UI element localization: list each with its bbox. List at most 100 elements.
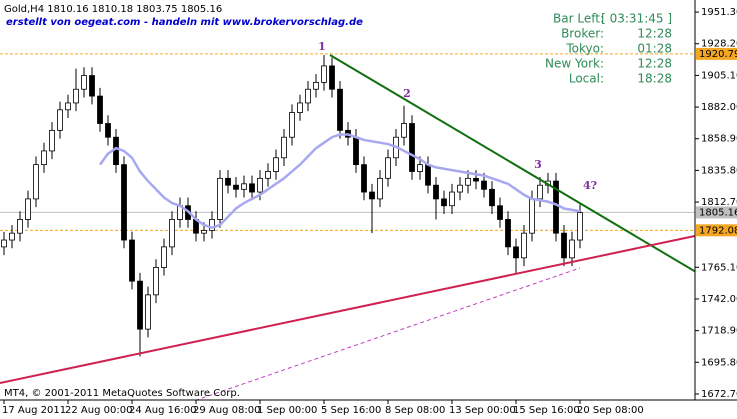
copyright: MT4, © 2001-2011 MetaQuotes Software Cor… (4, 388, 240, 399)
candle-body (449, 191, 455, 207)
candle-body (537, 184, 543, 200)
trend-line (0, 234, 695, 384)
candle-body (473, 177, 479, 182)
candle-body (433, 184, 439, 200)
candle-body (273, 157, 279, 172)
y-tick-label: 1742.00 (701, 294, 737, 305)
candle-body (361, 164, 367, 193)
candle-body (49, 129, 55, 152)
info-label: Local: (569, 72, 604, 86)
candle-body (337, 88, 343, 131)
x-tick-label: 20 Sep 08:00 (577, 405, 644, 416)
candle-body (457, 184, 463, 193)
candle-body (241, 183, 247, 190)
y-tick-label: 1928.20 (701, 39, 737, 50)
info-value: 12:28 (637, 27, 672, 41)
candle-body (313, 81, 319, 90)
trend-line (329, 54, 695, 273)
info-value: [ 03:31:45 ] (601, 12, 672, 26)
y-tick-label: 1765.10 (701, 262, 737, 273)
y-tick-label: 1812.70 (701, 197, 737, 208)
x-tick-label: 29 Aug 08:00 (193, 405, 260, 416)
y-tick-label: 1905.10 (701, 70, 737, 81)
candle-body (289, 112, 295, 138)
info-value: 01:28 (637, 42, 672, 56)
candle-body (369, 191, 375, 200)
x-tick-label: 8 Sep 08:00 (385, 405, 445, 416)
x-tick-label: 24 Aug 16:00 (129, 405, 196, 416)
price-label: 1920.79 (699, 49, 737, 60)
candle-body (57, 109, 63, 131)
x-tick-label: 17 Aug 2011 (2, 405, 66, 416)
candle-body (489, 188, 495, 207)
candle-body (569, 239, 575, 259)
candle-body (225, 177, 231, 186)
info-label: New York: (545, 57, 604, 71)
trend-line (195, 267, 581, 400)
candle-body (73, 88, 79, 104)
candle-body (105, 123, 111, 138)
wave-label: 1 (318, 40, 326, 53)
info-label: Broker: (561, 27, 604, 41)
candle-body (65, 102, 71, 111)
candle-body (121, 164, 127, 241)
candle-body (521, 232, 527, 259)
candle-body (217, 177, 223, 220)
moving-average (98, 133, 581, 230)
price-label-box (696, 47, 737, 60)
candle-body (129, 239, 135, 282)
candle-body (321, 65, 327, 83)
candle-body (505, 219, 511, 248)
candle-body (153, 267, 159, 296)
candle-body (161, 246, 167, 268)
candle-body (265, 171, 271, 179)
candle-body (577, 212, 583, 241)
candle-body (417, 164, 423, 172)
y-tick-label: 1951.30 (701, 7, 737, 18)
y-tick-label: 1882.00 (701, 102, 737, 113)
candle-body (233, 184, 239, 190)
candle-body (497, 205, 503, 220)
candle-body (329, 65, 335, 90)
price-label-box (696, 224, 737, 237)
candle-body (409, 123, 415, 172)
plot-area (0, 53, 695, 400)
candle-body (553, 180, 559, 234)
candle-body (1, 239, 7, 248)
candle-body (465, 177, 471, 186)
y-tick-label: 1672.70 (701, 389, 737, 400)
candle-body (89, 75, 95, 97)
candle-body (281, 136, 287, 159)
candle-body (257, 177, 263, 193)
candle-body (209, 219, 215, 231)
candle-body (561, 232, 567, 259)
candle-body (9, 232, 15, 241)
candle-body (97, 95, 103, 124)
y-tick-label: 1858.90 (701, 134, 737, 145)
wave-label: 2 (403, 87, 411, 100)
candle-body (41, 150, 47, 166)
y-tick-label: 1695.80 (701, 357, 737, 368)
candle-body (137, 280, 143, 330)
info-value: 12:28 (637, 57, 672, 71)
x-tick-label: 1 Sep 00:00 (257, 405, 317, 416)
candle-body (17, 219, 23, 234)
candle-body (425, 164, 431, 186)
candle-body (169, 219, 175, 248)
candle-body (353, 136, 359, 166)
candle-body (249, 183, 255, 193)
wave-label: 3 (534, 158, 542, 171)
candle-body (481, 180, 487, 190)
candle-body (201, 230, 207, 234)
candle-body (385, 157, 391, 179)
candle-body (401, 123, 407, 138)
candle-body (25, 198, 31, 220)
candle-body (513, 246, 519, 259)
candle-body (113, 136, 119, 166)
info-value: 18:28 (637, 72, 672, 86)
watermark: erstellt von oegeat.com - handeln mit ww… (6, 17, 363, 28)
price-label: 1792.08 (699, 225, 737, 236)
candle-body (377, 177, 383, 200)
